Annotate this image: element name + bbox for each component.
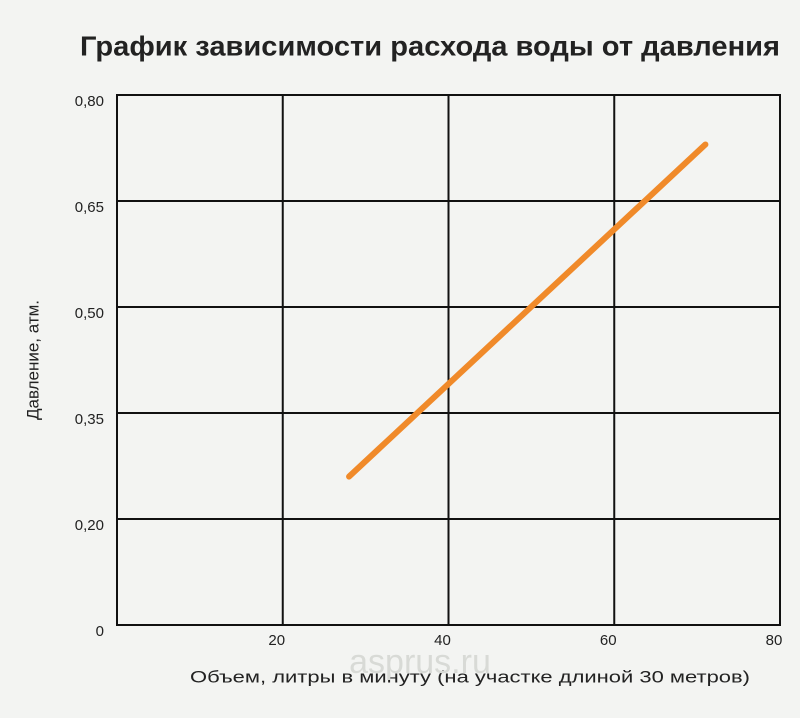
y-tick-label: 0,80 bbox=[75, 93, 104, 110]
y-tick-label: 0,20 bbox=[75, 517, 104, 534]
y-tick-label: 0,65 bbox=[75, 199, 104, 216]
x-axis-label: Объем, литры в минуту (на участке длиной… bbox=[190, 667, 750, 686]
y-tick-label: 0 bbox=[96, 623, 104, 640]
chart-title: График зависимости расхода воды от давле… bbox=[80, 30, 780, 61]
x-tick-label: 80 bbox=[766, 632, 783, 649]
data-line bbox=[346, 141, 709, 480]
y-tick-label: 0,50 bbox=[75, 305, 104, 322]
y-axis-label: Давление, атм. bbox=[23, 300, 42, 420]
x-tick-label: 20 bbox=[268, 632, 285, 649]
x-tick-label: 60 bbox=[600, 632, 617, 649]
x-tick-label: 40 bbox=[434, 632, 451, 649]
watermark: asprus.ru bbox=[349, 643, 491, 681]
y-tick-label: 0,35 bbox=[75, 411, 104, 428]
